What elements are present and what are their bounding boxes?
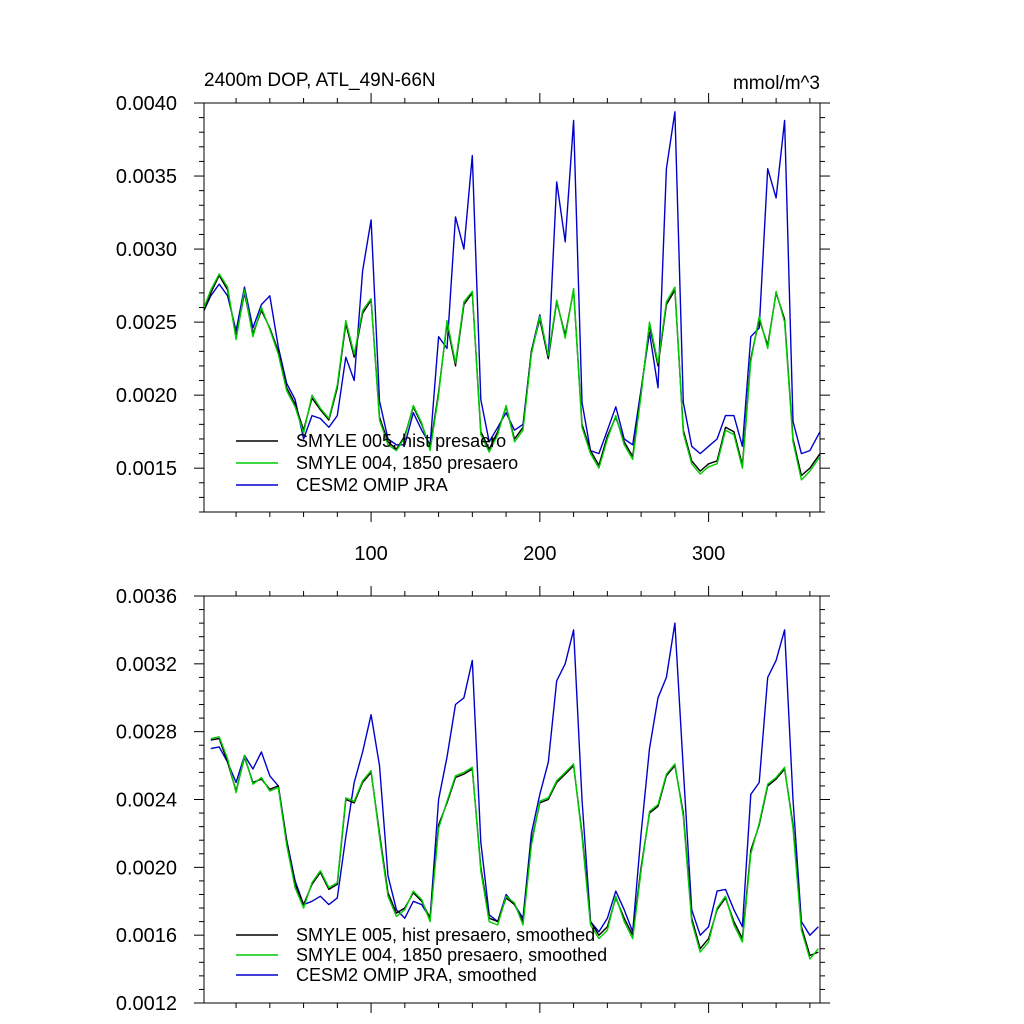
p1-legend-label: SMYLE 004, 1850 presaero, smoothed	[296, 945, 607, 965]
p1-y-tick-label: 0.0024	[116, 790, 177, 812]
p0-series-line-1	[204, 273, 820, 481]
p0-legend-label: SMYLE 005, hist presaero	[296, 431, 506, 451]
p1-series-line-2	[210, 622, 819, 936]
p0-x-tick-label: 300	[692, 543, 725, 565]
p0-y-tick-label: 0.0030	[116, 239, 177, 261]
p1-y-tick-label: 0.0032	[116, 654, 177, 676]
p0-legend-label: SMYLE 004, 1850 presaero	[296, 453, 518, 473]
p1-y-tick-label: 0.0012	[116, 993, 177, 1015]
p0-x-tick-label: 100	[354, 543, 387, 565]
p1-y-tick-label: 0.0028	[116, 722, 177, 744]
p1-y-tick-label: 0.0036	[116, 586, 177, 608]
p1-y-tick-label: 0.0020	[116, 857, 177, 879]
p1-legend-label: CESM2 OMIP JRA, smoothed	[296, 965, 537, 985]
p1-y-tick-label: 0.0016	[116, 925, 177, 947]
p1-series-line-0	[210, 737, 819, 957]
p0-x-tick-label: 200	[523, 543, 556, 565]
top-panel: 100 200 300 0.0015 0.0020 0.0025 0.0030 0.0035 0…	[116, 70, 830, 565]
bottom-panel: 0.0012 0.0016 0.0020 0.0024 0.0028 0.0032 0.00…	[116, 586, 830, 1015]
p1-series-line-1	[210, 736, 819, 960]
p0-y-tick-label: 0.0015	[116, 458, 177, 480]
p1-legend-label: SMYLE 005, hist presaero, smoothed	[296, 925, 595, 945]
p0-y-tick-label: 0.0035	[116, 166, 177, 188]
chart-title: 2400m DOP, ATL_49N-66N	[204, 70, 436, 91]
units-label: mmol/m^3	[733, 73, 820, 94]
p0-y-tick-label: 0.0040	[116, 93, 177, 115]
p0-y-tick-label: 0.0025	[116, 312, 177, 334]
p0-legend-label: CESM2 OMIP JRA	[296, 475, 448, 495]
p0-series-line-2	[204, 111, 820, 455]
p0-y-tick-label: 0.0020	[116, 385, 177, 407]
